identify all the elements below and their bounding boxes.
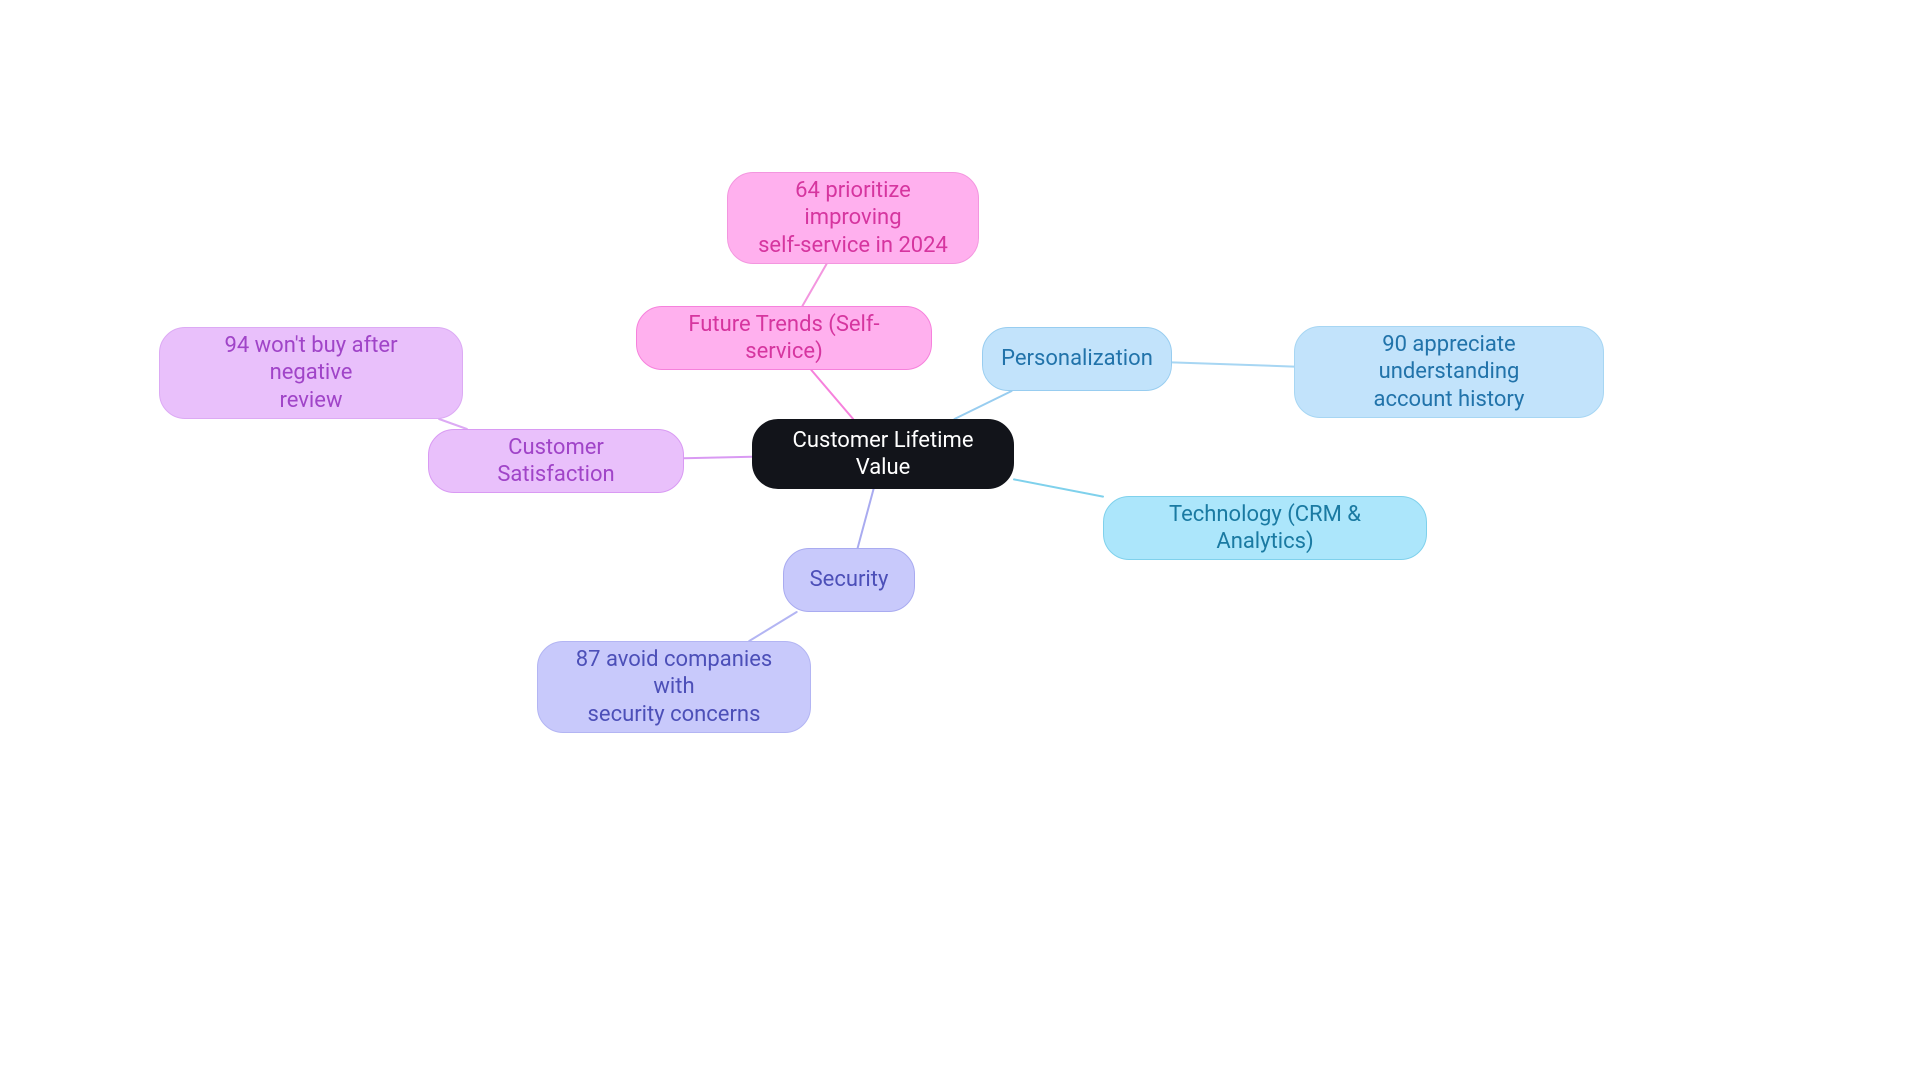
node-label: 90 appreciate understanding account hist… bbox=[1321, 331, 1577, 414]
node-security: Security bbox=[783, 548, 915, 612]
node-personalization: Personalization bbox=[982, 327, 1172, 391]
edge-layer bbox=[0, 0, 1920, 1083]
edge bbox=[684, 457, 752, 458]
edge bbox=[802, 264, 826, 306]
edge bbox=[858, 489, 874, 548]
node-personal_stat: 90 appreciate understanding account hist… bbox=[1294, 326, 1604, 418]
node-label: 94 won't buy after negative review bbox=[186, 332, 436, 415]
node-satisfaction: Customer Satisfaction bbox=[428, 429, 684, 493]
node-security_stat: 87 avoid companies with security concern… bbox=[537, 641, 811, 733]
edge bbox=[954, 391, 1011, 419]
edge bbox=[1172, 362, 1294, 366]
node-label: 64 prioritize improving self-service in … bbox=[754, 177, 952, 260]
node-root: Customer Lifetime Value bbox=[752, 419, 1014, 489]
node-future_stat: 64 prioritize improving self-service in … bbox=[727, 172, 979, 264]
node-label: Future Trends (Self-service) bbox=[663, 311, 905, 366]
node-satisfaction_stat: 94 won't buy after negative review bbox=[159, 327, 463, 419]
node-future: Future Trends (Self-service) bbox=[636, 306, 932, 370]
edge bbox=[439, 419, 467, 429]
node-label: 87 avoid companies with security concern… bbox=[564, 646, 784, 729]
edge bbox=[1014, 479, 1103, 496]
edge bbox=[749, 612, 796, 641]
node-label: Technology (CRM & Analytics) bbox=[1130, 501, 1400, 556]
node-technology: Technology (CRM & Analytics) bbox=[1103, 496, 1427, 560]
node-label: Customer Satisfaction bbox=[455, 434, 657, 489]
edge bbox=[811, 370, 853, 419]
mindmap-canvas: Customer Lifetime Value Future Trends (Se… bbox=[0, 0, 1920, 1083]
node-label: Customer Lifetime Value bbox=[779, 427, 987, 482]
node-label: Security bbox=[810, 566, 889, 594]
node-label: Personalization bbox=[1001, 345, 1153, 373]
